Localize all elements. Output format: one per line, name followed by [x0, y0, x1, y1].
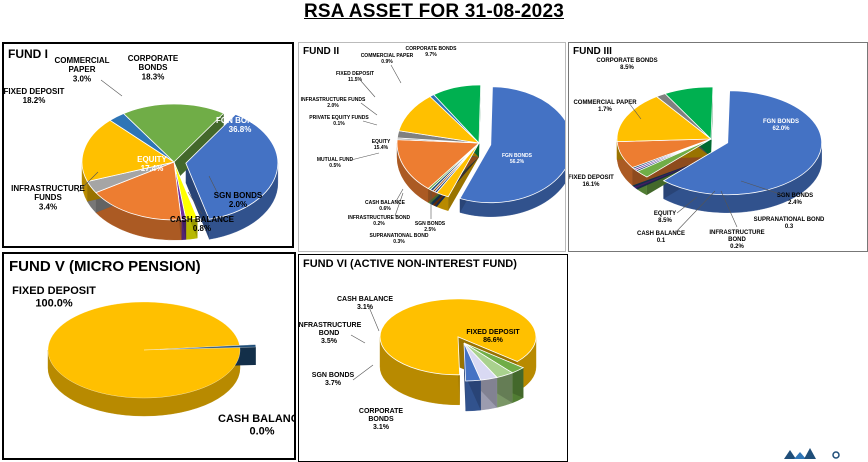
fund2-leader-commercial-paper	[390, 64, 402, 84]
fund3-leader-sgn-bonds	[740, 180, 784, 196]
fund6-leader-sgn-bonds	[352, 364, 374, 381]
fund2-leader-infrastructure-bond	[394, 192, 404, 217]
fund1-slice-fixed-deposit	[81, 119, 176, 182]
fund6-label-corporate-bonds: CORPORATE BONDS 3.1%	[359, 408, 404, 431]
fund6-panel: FIXED DEPOSIT 86.6% CORPORATE BONDS 3.1% SGN …	[298, 254, 568, 462]
fund3-slice-corporate-bonds	[664, 86, 714, 140]
fund1-slice-corporate-bonds	[122, 103, 225, 163]
fund2-leader-cash-balance	[394, 188, 404, 204]
fund2-pie-top	[396, 84, 565, 204]
fund5-slice-cash-balance	[159, 344, 257, 350]
fund3-leader-equity	[676, 196, 698, 214]
fund6-label-cash-balance: CASH BALANCE 3.1%	[337, 296, 393, 311]
fund1-leader-commercial-paper	[100, 79, 123, 97]
fund1-labels: FGN BONDS 36.8% SGN BONDS 2.0% CASH BALANCE 0…	[4, 54, 265, 233]
fund2-label-infrastructure-bond: INFRASTRUCTURE BOND 0.2%	[348, 215, 411, 227]
fund6-chart: FIXED DEPOSIT 86.6% CORPORATE BONDS 3.1% SGN …	[299, 296, 537, 431]
fund5-title: FUND V (MICRO PENSION)	[9, 258, 201, 275]
fund1-panel: FGN BONDS 36.8% SGN BONDS 2.0% CASH BALANCE 0…	[2, 42, 294, 248]
fund3-chart: FGN BONDS 62.0% SGN BONDS 2.4% SUPRANATIONAL…	[569, 58, 825, 250]
fund3-leader-infrastructure-bond	[720, 190, 738, 228]
fund1-label-equity: EQUITY 17.4%	[137, 155, 167, 173]
fund6-slice-fixed-deposit	[379, 298, 537, 376]
fund3-slice-fgn-bonds	[662, 90, 823, 196]
fund3-label-fixed-deposit: FIXED DEPOSIT 16.1%	[569, 175, 614, 188]
fund1-slice-equity	[95, 161, 182, 221]
fund2-panel: FGN BONDS 56.2% SGN BONDS 2.5% SUPRANATIONAL…	[298, 42, 566, 252]
fund2-label-corporate-bonds: CORPORATE BONDS 9.7%	[405, 46, 457, 58]
fund2-slice-corporate-bonds	[433, 84, 482, 144]
fund1-slice-fgn-bonds	[185, 113, 279, 220]
fund2-chart: FGN BONDS 56.2% SGN BONDS 2.5%SUPRANATIONAL…	[301, 46, 565, 245]
fund2-leader-mutual-fund	[350, 152, 380, 161]
fund2-label-sgn-bonds: SGN BONDS 2.5%	[415, 221, 446, 233]
fund3-slice-fixed-deposit	[616, 96, 713, 143]
fund3-title: FUND III	[573, 46, 612, 57]
fund2-label-fixed-deposit: FIXED DEPOSIT 11.5%	[336, 71, 374, 83]
fund1-chart: FGN BONDS 36.8% SGN BONDS 2.0% CASH BALANCE 0…	[4, 54, 279, 241]
fund1-label-corporate-bonds: CORPORATE BONDS 18.3%	[128, 54, 179, 81]
fund2-label-supranational-bond: SUPRANATIONAL BOND 0.3%	[370, 233, 429, 245]
fund6-slice-cash-balance	[463, 342, 482, 382]
fund6-pie-top	[379, 298, 537, 382]
brand-logo	[784, 448, 840, 459]
fund2-labels: FGN BONDS 56.2% SGN BONDS 2.5%SUPRANATIONAL…	[301, 46, 533, 245]
fund3-label-equity: EQUITY 8.5%	[654, 211, 676, 224]
fund2-leader-private-equity-funds	[362, 120, 378, 126]
fund5-slice-fixed-deposit	[47, 301, 241, 399]
fund3-label-fgn-bonds: FGN BONDS 62.0%	[763, 119, 799, 132]
fund3-pie-top	[616, 86, 823, 196]
fund3-label-corporate-bonds: CORPORATE BONDS 8.5%	[596, 58, 657, 71]
fund3-label-infrastructure-bond: INFRASTRUCTURE BOND 0.2%	[709, 230, 764, 250]
fund2-leader-fixed-deposit	[360, 80, 376, 98]
fund6-label-fixed-deposit: FIXED DEPOSIT 86.6%	[466, 329, 520, 344]
fund1-label-sgn-bonds: SGN BONDS 2.0%	[214, 191, 263, 209]
fund1-pie-top	[81, 103, 279, 221]
fund3-labels: FGN BONDS 62.0% SGN BONDS 2.4% SUPRANATIONAL…	[569, 58, 825, 250]
fund5-label-fixed-deposit: FIXED DEPOSIT 100.0%	[12, 285, 96, 310]
fund2-slice-equity	[396, 139, 481, 189]
fund2-title: FUND II	[303, 46, 340, 57]
fund3-label-sgn-bonds: SGN BONDS 2.4%	[777, 193, 813, 206]
fund3-panel: FGN BONDS 62.0% SGN BONDS 2.4% SUPRANATIONAL…	[568, 42, 868, 252]
fund1-label-cash-balance: CASH BALANCE 0.8%	[170, 215, 235, 233]
fund5-pie-top	[47, 301, 257, 399]
fund2-label-infrastructure-funds: INFRASTRUCTURE FUNDS 2.0%	[301, 97, 366, 109]
fund1-title: FUND I	[8, 47, 48, 61]
fund2-label-private-equity-funds: PRIVATE EQUITY FUNDS 0.1%	[309, 115, 369, 127]
fund1-label-commercial-paper: COMMERCIAL PAPER 3.0%	[54, 56, 109, 83]
fund1-leader-infrastructure-funds	[77, 171, 99, 193]
fund6-labels: FIXED DEPOSIT 86.6% CORPORATE BONDS 3.1% SGN …	[299, 296, 520, 431]
fund2-label-mutual-fund: MUTUAL FUND 0.5%	[317, 157, 354, 169]
fund3-label-cash-balance: CASH BALANCE 0.1	[637, 231, 685, 244]
fund2-label-equity: EQUITY 15.4%	[372, 139, 391, 151]
fund1-label-infrastructure-funds: INFRASTRUCTURE FUNDS 3.4%	[11, 184, 85, 211]
fund2-label-commercial-paper: COMMERCIAL PAPER 0.9%	[361, 53, 414, 65]
fund6-leader-cash-balance	[368, 306, 380, 332]
fund2-slice-fgn-bonds	[459, 86, 565, 204]
fund2-label-cash-balance: CASH BALANCE 0.6%	[365, 200, 406, 212]
page-title: RSA ASSET FOR 31-08-2023	[304, 1, 564, 22]
fund3-leader-commercial-paper	[628, 102, 642, 120]
fund6-label-sgn-bonds: SGN BONDS 3.7%	[312, 372, 355, 387]
fund6-leader-infrastructure-bond	[350, 334, 366, 344]
fund3-label-commercial-paper: COMMERCIAL PAPER 1.7%	[573, 100, 637, 113]
fund3-leader-cash-balance	[674, 190, 716, 234]
fund3-label-supranational-bond: SUPRANATIONAL BOND 0.3	[754, 217, 825, 230]
fund6-title: FUND VI (ACTIVE NON-INTEREST FUND)	[303, 258, 517, 270]
fund1-label-fixed-deposit: FIXED DEPOSIT 18.2%	[4, 87, 65, 105]
fund1-leader-sgn-bonds	[208, 175, 218, 193]
fund6-label-infrastructure-bond: INFRASTRUCTURE BOND 3.5%	[299, 322, 362, 345]
fund2-label-fgn-bonds: FGN BONDS 56.2%	[502, 153, 533, 165]
fund1-leader-cash-balance	[187, 191, 203, 215]
fund1-slice-fgn-bonds-edge	[185, 163, 210, 240]
fund1-label-fgn-bonds: FGN BONDS 36.8%	[216, 116, 265, 134]
fund2-leader-infrastructure-funds	[360, 102, 378, 116]
